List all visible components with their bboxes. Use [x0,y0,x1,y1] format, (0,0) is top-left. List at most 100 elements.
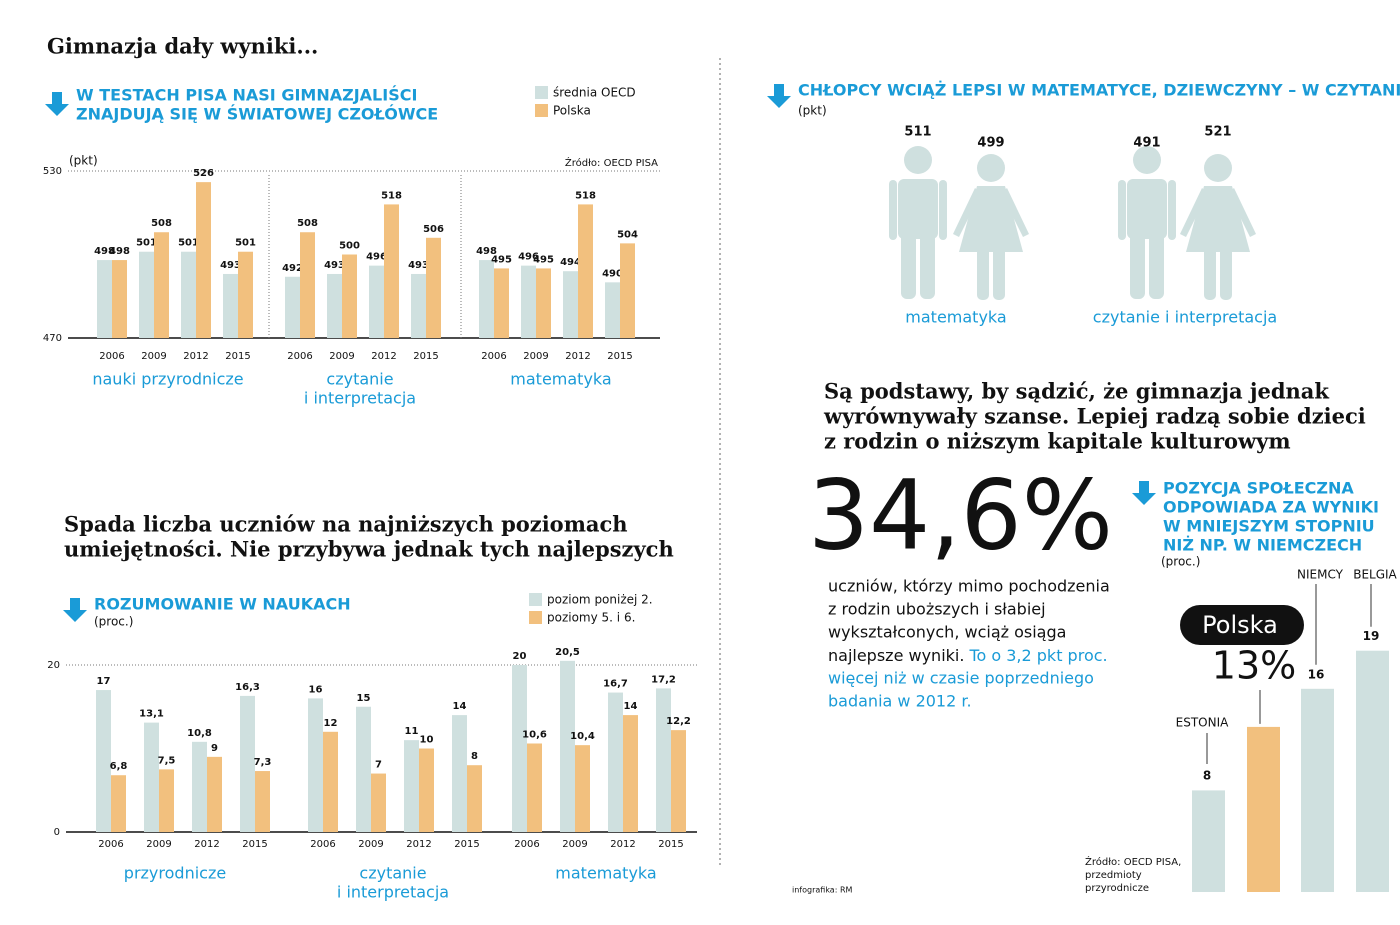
leg [901,232,916,299]
bar [494,268,509,338]
value-label: 7,5 [158,755,176,766]
unit-label: (pkt) [798,104,827,118]
arm [889,180,897,240]
heading: Spada liczba uczniów na najniższych pozi… [64,512,628,537]
bar [369,265,384,338]
arrow-icon [63,598,87,622]
bar [139,251,154,338]
head [977,154,1005,182]
bar [404,740,419,832]
value-label: 14 [624,701,638,712]
value-label: 10,8 [187,728,212,739]
bar [371,773,386,832]
arm [953,188,981,237]
stat-highlight: badania w 2012 r. [828,692,972,711]
head [1133,146,1161,174]
legend-label: poziomy 5. i 6. [547,611,635,625]
x-tick-label: 2006 [514,839,539,850]
heading: z rodzin o niższym kapitale kulturowym [824,429,1291,454]
x-tick-label: 2015 [454,839,479,850]
arm [1001,188,1029,237]
category-label: czytanie i interpretacja [1093,308,1277,327]
legend-label: poziom poniżej 2. [547,593,653,607]
x-tick-label: 2012 [406,839,431,850]
x-tick-label: 2015 [225,351,250,362]
arrow-icon [45,92,69,116]
bar [527,743,542,832]
value-label: 12,2 [666,716,691,727]
value-label: 496 [518,252,539,263]
chart-title: ODPOWIADA ZA WYNIKI [1163,498,1379,517]
group-label: matematyka [510,370,611,389]
x-tick-label: 2012 [565,351,590,362]
value-label: 17,2 [651,674,676,685]
group-label: czytanie [359,864,426,883]
category-label: matematyka [905,308,1006,327]
category-label: NIEMCY [1297,568,1344,582]
bar [327,273,342,338]
bar [144,722,159,832]
head [1204,154,1232,182]
x-tick-label: 2015 [413,351,438,362]
group-label: czytanie [326,370,393,389]
x-tick-label: 2012 [183,351,208,362]
bar [300,232,315,338]
value-label: 12 [324,718,338,729]
arm [1118,180,1126,240]
chart-title: POZYCJA SPOŁECZNA [1163,479,1354,498]
legend-label: Polska [553,104,591,118]
bar [563,271,578,338]
value-label: 494 [560,257,581,268]
bar [111,775,126,832]
source: Źródło: OECD PISA, [1085,855,1181,868]
page-title: Gimnazja dały wyniki... [47,34,318,59]
x-tick-label: 2009 [329,351,354,362]
value-label: 8 [1203,769,1211,783]
bar [223,273,238,338]
value-label: 498 [109,246,130,257]
value-label: 6,8 [110,761,128,772]
bar [384,204,399,338]
bar [97,260,112,338]
bar [285,276,300,338]
group-label: przyrodnicze [124,864,226,883]
arm [1168,180,1176,240]
legend-swatch [529,611,542,624]
bar [238,251,253,338]
leg [920,232,935,299]
big-stat: 34,6% [808,459,1113,571]
bar [578,204,593,338]
value-label: 495 [491,254,512,265]
x-tick-label: 2006 [98,839,123,850]
leg [1149,232,1164,299]
bar [342,254,357,338]
value-label: 499 [977,136,1004,151]
source: przedmioty [1085,870,1142,881]
boy-figure [889,146,947,299]
chart-title: W MNIEJSZYM STOPNIU [1163,517,1375,536]
value-label: 10 [420,735,434,746]
bar [426,237,441,338]
x-tick-label: 2009 [562,839,587,850]
leg [977,245,989,300]
unit-label: (proc.) [94,615,133,629]
x-tick-label: 2012 [194,839,219,850]
y-tick-label: 0 [54,827,60,838]
value-label: 491 [1133,136,1160,151]
value-label: 490 [602,268,623,279]
bar [240,695,255,832]
category-label: BELGIA [1353,568,1397,582]
bar [671,730,686,832]
value-label: 19 [1363,629,1380,643]
bar [521,265,536,338]
bar [512,665,527,832]
source: Źródło: OECD PISA [565,156,658,169]
value-label: 526 [193,168,214,179]
x-tick-label: 2009 [141,351,166,362]
value-label: 11 [405,726,419,737]
stat-text: uczniów, którzy mimo pochodzenia [828,577,1110,596]
legend-label: średnia OECD [553,86,636,100]
stat-highlight: więcej niż w czasie poprzedniego [828,669,1094,688]
stat-text: wykształconych, wciąż osiąga [828,623,1066,642]
